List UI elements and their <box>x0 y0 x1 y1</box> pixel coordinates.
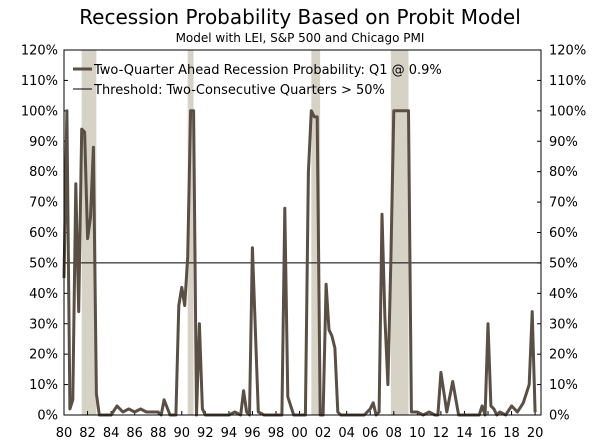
x-tick-label: 20 <box>527 426 544 441</box>
x-tick-label: 02 <box>315 426 332 441</box>
x-tick-label: 10 <box>409 426 426 441</box>
y-tick-right-label: 40% <box>549 287 578 302</box>
x-tick-label: 12 <box>433 426 450 441</box>
y-tick-left-label: 100% <box>21 104 58 119</box>
x-tick-label: 08 <box>386 426 403 441</box>
recession-shading <box>81 50 409 415</box>
y-tick-left-label: 80% <box>29 165 58 180</box>
y-tick-left-label: 70% <box>29 196 58 211</box>
y-tick-right-label: 110% <box>549 74 586 89</box>
y-tick-left-label: 20% <box>29 348 58 363</box>
x-tick-label: 98 <box>268 426 285 441</box>
x-tick-label: 14 <box>456 426 473 441</box>
y-tick-left-label: 30% <box>29 317 58 332</box>
y-tick-right-label: 70% <box>549 196 578 211</box>
x-tick-label: 06 <box>362 426 379 441</box>
recession-band-3 <box>390 50 409 415</box>
chart-subtitle: Model with LEI, S&P 500 and Chicago PMI <box>176 31 425 45</box>
legend-threshold-label: Threshold: Two-Consecutive Quarters > 50… <box>93 83 385 98</box>
x-tick-label: 96 <box>244 426 261 441</box>
recession-band-1 <box>187 50 194 415</box>
y-axis-right: 0% 10% 20% 30% 40% 50% 60% 70% 80% 90% 100% 110% 120… <box>537 44 586 424</box>
y-tick-left-label: 110% <box>21 74 58 89</box>
y-tick-left-label: 60% <box>29 226 58 241</box>
x-tick-label: 18 <box>503 426 520 441</box>
x-tick-label: 80 <box>56 426 73 441</box>
y-tick-right-label: 20% <box>549 348 578 363</box>
y-tick-right-label: 120% <box>549 44 586 59</box>
x-tick-label: 04 <box>338 426 355 441</box>
x-tick-label: 84 <box>103 426 120 441</box>
plot-frame <box>63 49 542 416</box>
y-tick-left-label: 90% <box>29 135 58 150</box>
x-tick-label: 90 <box>174 426 191 441</box>
x-tick-label: 16 <box>480 426 497 441</box>
legend: Two-Quarter Ahead Recession Probability:… <box>73 63 442 98</box>
y-tick-right-label: 0% <box>549 409 570 424</box>
x-tick-label: 88 <box>150 426 167 441</box>
y-tick-right-label: 100% <box>549 104 586 119</box>
legend-series-label: Two-Quarter Ahead Recession Probability:… <box>93 63 442 78</box>
y-tick-right-label: 90% <box>549 135 578 150</box>
y-tick-right-label: 50% <box>549 256 578 271</box>
x-tick-label: 82 <box>79 426 96 441</box>
chart-title: Recession Probability Based on Probit Mo… <box>79 5 521 29</box>
y-tick-left-label: 120% <box>21 44 58 59</box>
y-tick-right-label: 10% <box>549 378 578 393</box>
y-tick-right-label: 60% <box>549 226 578 241</box>
recession-band-2 <box>311 50 321 415</box>
y-axis-left: 0% 10% 20% 30% 40% 50% 60% 70% 80% 90% 100% 110% 120… <box>21 44 68 424</box>
y-tick-left-label: 50% <box>29 256 58 271</box>
y-tick-right-label: 30% <box>549 317 578 332</box>
x-axis: 80 82 84 86 88 90 92 94 96 98 00 02 04 06 08 10 12 14 16 18… <box>56 411 544 441</box>
y-tick-right-label: 80% <box>549 165 578 180</box>
y-tick-left-label: 10% <box>29 378 58 393</box>
x-tick-label: 94 <box>221 426 238 441</box>
x-tick-label: 86 <box>126 426 143 441</box>
x-tick-label: 92 <box>197 426 214 441</box>
x-tick-label: 00 <box>291 426 308 441</box>
y-tick-left-label: 40% <box>29 287 58 302</box>
y-tick-left-label: 0% <box>37 409 58 424</box>
